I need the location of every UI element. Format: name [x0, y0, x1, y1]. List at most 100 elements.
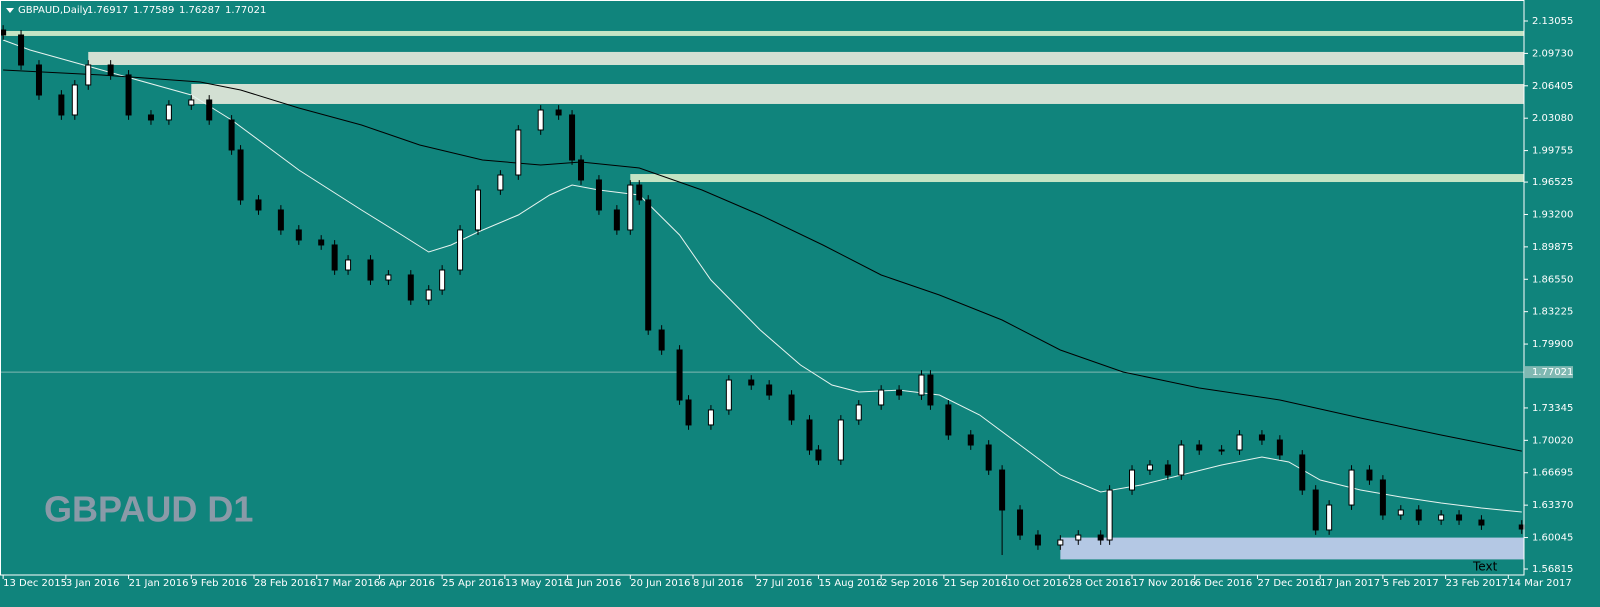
candle-body [788, 394, 795, 421]
candle-body [1415, 509, 1422, 521]
candle-body [345, 259, 352, 271]
candle-body [1348, 469, 1355, 506]
candle-body [1312, 489, 1319, 531]
candle-body [1299, 454, 1306, 491]
candle-body [457, 229, 464, 271]
x-tick-label: 21 Jan 2016 [129, 578, 189, 589]
candle-body [1379, 479, 1386, 516]
header-price: 1.76917 [87, 5, 128, 16]
x-tick-label: 13 May 2016 [505, 578, 570, 589]
candle-body [1075, 534, 1082, 541]
candle-body [228, 119, 235, 151]
x-tick-label: 15 Aug 2016 [818, 578, 882, 589]
candle-body [1258, 434, 1265, 441]
candle-body [918, 374, 925, 396]
candle-body [497, 174, 504, 191]
candle-body [815, 449, 822, 461]
plot-frame [0, 0, 1525, 576]
menu-arrow[interactable] [6, 8, 14, 13]
moving-average-line [2, 39, 1522, 513]
candle-body [967, 434, 974, 446]
candle-body [999, 469, 1006, 511]
current-price-box [1525, 366, 1573, 379]
candle-body [945, 404, 952, 436]
zone [3, 30, 1525, 36]
x-tick-label: 9 Feb 2016 [191, 578, 247, 589]
zone [88, 51, 1524, 65]
candle-body [515, 129, 522, 176]
y-tick-label: 1.99755 [1532, 146, 1573, 157]
x-tick-label: 10 Oct 2016 [1007, 578, 1069, 589]
y-tick-label: 1.89875 [1532, 242, 1573, 253]
x-tick-label: 1 Jun 2016 [568, 578, 622, 589]
candle-body [676, 349, 683, 401]
candle-body [985, 444, 992, 471]
x-tick-label: 8 Jul 2016 [693, 578, 743, 589]
candle-body [125, 74, 132, 116]
candle-body [367, 259, 374, 281]
x-tick-label: 17 Jan 2017 [1320, 578, 1380, 589]
candle-body [1097, 534, 1104, 541]
candle-body [1146, 464, 1153, 471]
zone [1060, 537, 1524, 560]
candle-body [1366, 469, 1373, 481]
zone [630, 174, 1524, 183]
candle-body [85, 64, 92, 86]
candle-body [1196, 444, 1203, 451]
x-tick-label: 25 Apr 2016 [442, 578, 504, 589]
candle-body [1236, 434, 1243, 451]
x-tick-label: 3 Jan 2016 [66, 578, 120, 589]
candle-body [1326, 504, 1333, 531]
candle-body [1057, 539, 1064, 546]
y-tick-label: 1.93200 [1532, 209, 1573, 220]
x-tick-label: 28 Oct 2016 [1069, 578, 1131, 589]
x-tick-label: 28 Feb 2016 [254, 578, 316, 589]
candle-body [658, 329, 665, 351]
x-tick-label: 27 Jul 2016 [756, 578, 813, 589]
header-price: 1.76287 [179, 5, 220, 16]
y-tick-label: 1.60045 [1532, 533, 1573, 544]
zone [191, 83, 1525, 104]
y-tick-label: 1.56815 [1532, 564, 1573, 575]
candle-body [71, 84, 78, 116]
candle-body [165, 104, 172, 121]
watermark: GBPAUD D1 [44, 489, 253, 530]
x-tick-label: 21 Sep 2016 [944, 578, 1007, 589]
y-tick-label: 1.86550 [1532, 274, 1573, 285]
x-tick-label: 27 Dec 2016 [1257, 578, 1321, 589]
candle-body [878, 389, 885, 406]
candle-body [806, 419, 813, 451]
candle-body [0, 29, 7, 36]
candle-body [107, 64, 114, 76]
candle-body [1178, 444, 1185, 476]
candle-body [1478, 519, 1485, 526]
candle-body [1164, 464, 1171, 476]
candle-body [578, 159, 585, 181]
candle-body [425, 289, 432, 301]
candle-body [1276, 439, 1283, 456]
candle-body [748, 379, 755, 386]
y-tick-label: 1.63370 [1532, 500, 1573, 511]
candle-body [237, 149, 244, 201]
candle-body [1129, 469, 1136, 491]
candle-body [537, 109, 544, 131]
x-tick-label: 5 Feb 2017 [1383, 578, 1439, 589]
header-price: 1.77021 [225, 5, 266, 16]
candle-body [595, 179, 602, 211]
candle-body [613, 209, 620, 231]
x-tick-label: 17 Nov 2016 [1132, 578, 1196, 589]
candle-body [407, 274, 414, 301]
y-tick-label: 1.66695 [1532, 468, 1573, 479]
y-tick-label: 1.83225 [1532, 307, 1573, 318]
candle-body [1106, 489, 1113, 541]
y-tick-label: 1.79900 [1532, 339, 1573, 350]
candle-body [766, 384, 773, 396]
x-tick-label: 23 Feb 2017 [1446, 578, 1508, 589]
y-tick-label: 2.06405 [1532, 81, 1573, 92]
text-object: Text [1472, 560, 1498, 574]
candle-body [206, 99, 213, 121]
candle-body [685, 399, 692, 426]
candle-body [569, 114, 576, 161]
candle-body [255, 199, 262, 211]
